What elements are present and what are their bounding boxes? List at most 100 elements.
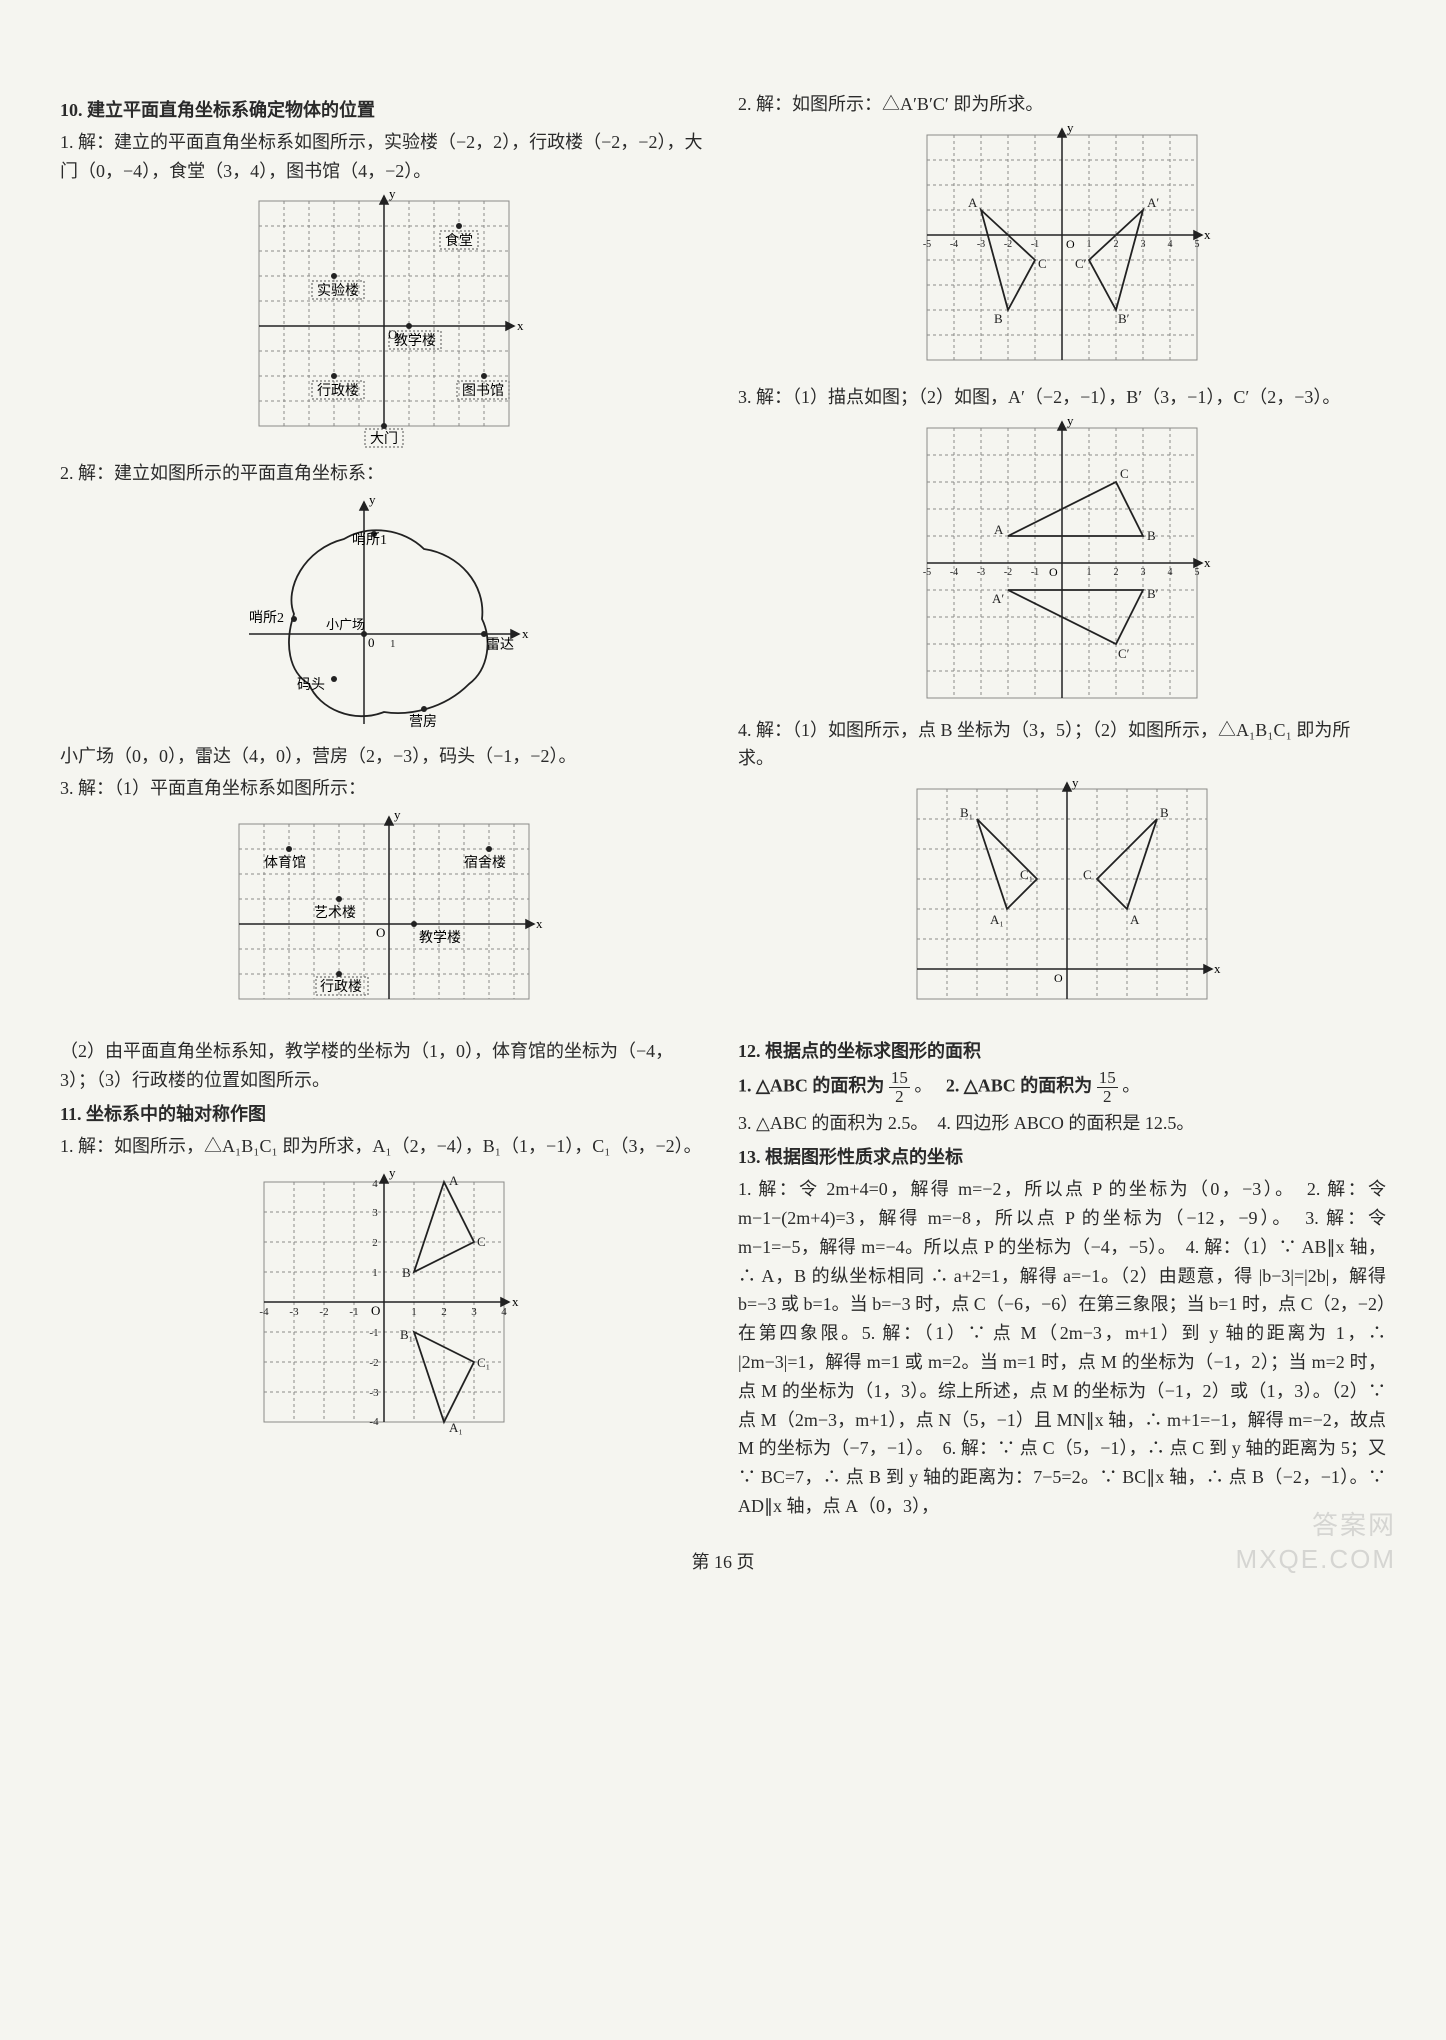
sec10-q3-post: （2）由平面直角坐标系知，教学楼的坐标为（1，0），体育馆的坐标为（−4，3）；…	[60, 1037, 708, 1095]
lbl3-tiyu: 体育馆	[264, 855, 306, 871]
lbl-y: y	[389, 191, 396, 201]
two-column-layout: 10. 建立平面直角坐标系确定物体的位置 1. 解：建立的平面直角坐标系如图所示…	[60, 90, 1386, 1524]
sec10-fig1-svg: y x O 实验楼 行政楼 大门 食堂	[239, 191, 529, 451]
rq4-B1: B₁	[960, 805, 973, 820]
f11-B: B	[402, 1265, 411, 1280]
svg-text:1: 1	[411, 1306, 417, 1318]
lbl-tushuguan: 图书馆	[462, 383, 504, 399]
svg-text:-5: -5	[923, 239, 931, 250]
sec11-fig1-svg: y x O A B C A₁ B₁ C₁ -4 -3	[244, 1167, 524, 1447]
sec10-q1: 1. 解：建立的平面直角坐标系如图所示，实验楼（−2，2），行政楼（−2，−2）…	[60, 128, 708, 186]
svg-text:-2: -2	[1004, 239, 1012, 250]
rq4-A: A	[1130, 912, 1140, 927]
sec12-line1: 1. △ABC 的面积为 152 。 2. △ABC 的面积为 152 。	[738, 1069, 1386, 1106]
svg-text:-3: -3	[977, 567, 985, 578]
lbl2-shaosuo1: 哨所1	[352, 532, 387, 548]
sec10-q2: 2. 解：建立如图所示的平面直角坐标系：	[60, 459, 708, 488]
rq3-A: A	[994, 522, 1004, 537]
lbl2-shaosuo2: 哨所2	[249, 610, 284, 626]
svg-text:3: 3	[1141, 567, 1146, 578]
rq4-A1: A₁	[990, 912, 1004, 927]
rq3-Ap: A′	[992, 591, 1004, 606]
lbl3-jiaoxue: 教学楼	[419, 930, 461, 946]
rq4-y: y	[1072, 779, 1079, 790]
rq3-O: O	[1049, 565, 1058, 579]
r-fig-q2-svg: y x O A B C A′ B′ C′ -5 -4 -3	[912, 125, 1212, 375]
lbl-damen: 大门	[370, 431, 398, 447]
sec11-q1: 1. 解：如图所示，△A₁B₁C₁ 即为所求，A₁（2，−4），B₁（1，−1）…	[60, 1132, 708, 1161]
sec12-q1post: 。	[914, 1075, 941, 1095]
svg-text:-4: -4	[950, 239, 958, 250]
page-number: 第 16 页	[60, 1548, 1386, 1577]
svg-text:3: 3	[471, 1306, 477, 1318]
sec10-title: 10. 建立平面直角坐标系确定物体的位置	[60, 96, 708, 125]
watermark: 答案网 MXQE.COM	[1236, 1509, 1396, 1577]
sec10-q3: 3. 解：（1）平面直角坐标系如图所示：	[60, 774, 708, 803]
r-fig-q3: y x O A B C A′ B′ C′ -5 -4 -3	[738, 418, 1386, 708]
r-fig-q3-svg: y x O A B C A′ B′ C′ -5 -4 -3	[912, 418, 1212, 708]
rq2-O: O	[1066, 237, 1075, 251]
lbl2-matou: 码头	[297, 677, 325, 693]
svg-text:-2: -2	[369, 1357, 378, 1369]
right-column: 2. 解：如图所示：△A′B′C′ 即为所求。	[738, 90, 1386, 1524]
f11-A1: A₁	[449, 1420, 463, 1435]
sec12-q1pre: 1. △ABC 的面积为	[738, 1075, 884, 1095]
r-q2: 2. 解：如图所示：△A′B′C′ 即为所求。	[738, 90, 1386, 119]
rq2-Ap: A′	[1147, 195, 1159, 210]
rq4-C: C	[1083, 867, 1092, 882]
f11-B1: B₁	[400, 1327, 413, 1342]
rq3-Bp: B′	[1147, 586, 1159, 601]
svg-text:1: 1	[390, 638, 396, 650]
svg-text:1: 1	[372, 1267, 378, 1279]
svg-text:2: 2	[441, 1306, 447, 1318]
lbl3-yishu: 艺术楼	[314, 905, 356, 921]
svg-text:-1: -1	[1031, 567, 1039, 578]
rq2-A: A	[968, 195, 978, 210]
lbl2-x: x	[522, 626, 529, 641]
f11-A: A	[449, 1173, 459, 1188]
rq3-B: B	[1147, 528, 1156, 543]
svg-text:4: 4	[1168, 239, 1173, 250]
svg-text:4: 4	[501, 1306, 507, 1318]
r-fig-q4-svg: y x O A B C A₁ B₁ C₁	[902, 779, 1222, 1029]
sec13-body: 1. 解：令 2m+4=0，解得 m=−2，所以点 P 的坐标为（0，−3）。 …	[738, 1175, 1386, 1521]
lbl2-O: 0	[368, 635, 375, 650]
svg-text:-2: -2	[319, 1306, 328, 1318]
sec12-title: 12. 根据点的坐标求图形的面积	[738, 1037, 1386, 1066]
sec13-title: 13. 根据图形性质求点的坐标	[738, 1143, 1386, 1172]
sec10-q2-post: 小广场（0，0），雷达（4，0），营房（2，−3），码头（−1，−2）。	[60, 742, 708, 771]
lbl3-x: x	[536, 916, 543, 931]
f11-O: O	[371, 1303, 380, 1318]
lbl2-yingfang: 营房	[409, 714, 437, 730]
rq3-y: y	[1067, 418, 1074, 428]
svg-text:2: 2	[1114, 239, 1119, 250]
svg-text:5: 5	[1195, 567, 1200, 578]
rq4-O: O	[1054, 971, 1063, 985]
r-q4: 4. 解：（1）如图所示，点 B 坐标为（3，5）；（2）如图所示，△A₁B₁C…	[738, 716, 1386, 774]
svg-text:3: 3	[1141, 239, 1146, 250]
lbl3-sushe: 宿舍楼	[464, 854, 506, 871]
svg-text:2: 2	[1114, 567, 1119, 578]
f11-C1: C₁	[477, 1355, 490, 1370]
svg-text:-2: -2	[1004, 567, 1012, 578]
svg-text:5: 5	[1195, 239, 1200, 250]
lbl2-guangchang: 小广场	[326, 617, 365, 632]
rq4-x: x	[1214, 961, 1221, 976]
svg-text:-4: -4	[259, 1306, 269, 1318]
sec10-fig3: y x O 体育馆 艺术楼 教学楼 行政楼 宿舍楼	[60, 809, 708, 1029]
watermark-line2: MXQE.COM	[1236, 1543, 1396, 1577]
rq2-Bp: B′	[1118, 311, 1130, 326]
svg-text:-5: -5	[923, 567, 931, 578]
sec10-fig2: y x 0 哨所1 哨所2 小广场 雷达	[60, 494, 708, 734]
lbl-shiyan: 实验楼	[317, 283, 359, 299]
f11-x: x	[512, 1294, 519, 1309]
svg-text:-4: -4	[369, 1416, 379, 1428]
lbl2-leida: 雷达	[486, 637, 514, 653]
svg-text:-1: -1	[349, 1306, 358, 1318]
sec10-fig2-svg: y x 0 哨所1 哨所2 小广场 雷达	[234, 494, 534, 734]
frac2: 152	[1097, 1069, 1118, 1106]
svg-text:2: 2	[372, 1237, 378, 1249]
lbl-x: x	[517, 318, 524, 333]
rq2-x: x	[1204, 227, 1211, 242]
sec11-fig1: y x O A B C A₁ B₁ C₁ -4 -3	[60, 1167, 708, 1447]
